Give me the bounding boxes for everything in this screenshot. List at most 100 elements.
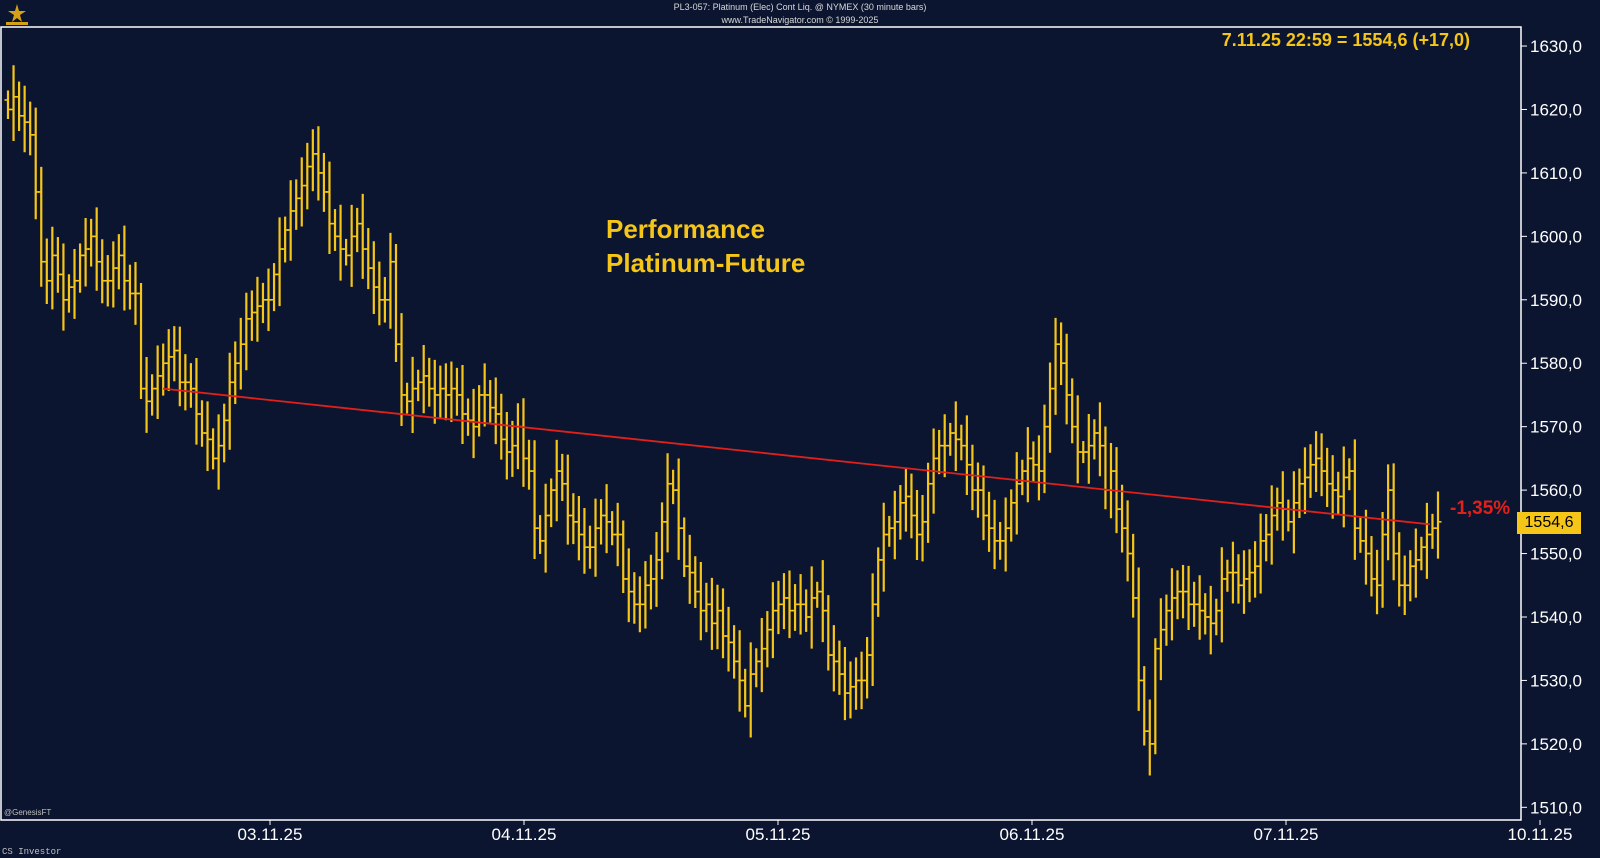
- price-bar: [320, 152, 328, 212]
- price-bar: [248, 290, 256, 341]
- price-bar: [1362, 509, 1370, 585]
- price-bar: [830, 625, 838, 692]
- price-readout: 7.11.25 22:59 = 1554,6 (+17,0): [1221, 30, 1470, 50]
- price-bar: [1185, 565, 1193, 631]
- price-bar: [697, 562, 705, 641]
- price-bar: [115, 234, 123, 290]
- price-bar: [98, 239, 106, 304]
- price-bar: [176, 326, 184, 407]
- price-bar: [442, 363, 450, 421]
- y-tick-label: 1550,0: [1530, 545, 1582, 564]
- price-bar: [331, 209, 339, 251]
- price-bar: [1240, 550, 1248, 614]
- price-bar: [314, 126, 322, 201]
- price-bar: [453, 367, 461, 416]
- price-bar: [1312, 431, 1320, 492]
- price-bar: [1096, 402, 1104, 477]
- price-bar: [1057, 322, 1065, 385]
- price-bar: [1063, 333, 1071, 425]
- price-bar: [1052, 317, 1060, 415]
- price-bar: [863, 637, 871, 699]
- price-bar: [220, 403, 228, 463]
- price-bar: [968, 444, 976, 511]
- price-bar: [1018, 459, 1026, 496]
- y-tick-label: 1590,0: [1530, 291, 1582, 310]
- price-bar: [1301, 447, 1309, 514]
- price-bar: [342, 238, 350, 266]
- price-bar: [597, 499, 605, 545]
- x-tick-label: 04.11.25: [492, 825, 557, 844]
- price-bar: [846, 661, 854, 719]
- trendline: [162, 387, 1431, 526]
- price-bar: [1101, 426, 1109, 510]
- price-bar: [87, 218, 95, 267]
- price-bar: [21, 85, 29, 153]
- price-bar: [780, 573, 788, 630]
- price-bar: [1390, 463, 1398, 581]
- ohlc-bars: [4, 65, 1442, 776]
- price-bar: [907, 473, 915, 539]
- price-bar: [1428, 513, 1436, 549]
- price-bar: [669, 469, 677, 505]
- y-tick-label: 1610,0: [1530, 164, 1582, 183]
- price-bar: [1356, 516, 1364, 553]
- price-bar: [1129, 533, 1137, 618]
- price-bar: [364, 228, 372, 290]
- price-bar: [1173, 570, 1181, 620]
- price-bar: [531, 440, 539, 559]
- price-bar: [409, 356, 417, 434]
- price-bar: [231, 341, 239, 405]
- price-bar: [458, 364, 466, 444]
- price-bar: [270, 263, 278, 312]
- price-bar: [1046, 362, 1054, 453]
- price-bar: [1262, 514, 1270, 562]
- y-tick-label: 1580,0: [1530, 354, 1582, 373]
- price-bar: [298, 157, 306, 227]
- price-bar: [486, 380, 494, 423]
- price-bar: [309, 129, 317, 192]
- price-bar: [824, 595, 832, 671]
- price-bar: [215, 414, 223, 490]
- price-bar: [819, 560, 827, 643]
- price-bar: [187, 363, 195, 408]
- price-bar: [1246, 549, 1254, 603]
- price-bar: [325, 161, 333, 254]
- price-bar: [603, 484, 611, 554]
- price-bar: [370, 241, 378, 314]
- price-bar: [464, 398, 472, 436]
- price-bar: [891, 490, 899, 560]
- price-bar: [120, 225, 128, 311]
- price-bar: [680, 517, 688, 577]
- price-bar: [414, 369, 422, 402]
- x-axis: 03.11.25 04.11.25 05.11.25 06.11.25 07.11.25…: [238, 820, 1572, 844]
- price-bar: [896, 485, 904, 540]
- price-bar: [1395, 532, 1403, 607]
- price-bar: [924, 462, 932, 543]
- y-tick-label: 1620,0: [1530, 100, 1582, 119]
- price-bar: [675, 458, 683, 560]
- price-bar: [348, 204, 356, 287]
- price-bar: [1151, 638, 1159, 755]
- price-bar: [569, 493, 577, 545]
- price-bar: [1090, 419, 1098, 460]
- price-bar: [813, 581, 821, 608]
- price-bar: [1207, 585, 1215, 655]
- price-bar: [242, 292, 250, 371]
- price-bar: [1135, 567, 1143, 711]
- price-bar: [725, 606, 733, 672]
- annotation-line-1: Performance: [606, 214, 765, 244]
- price-bar: [126, 264, 134, 310]
- price-bar: [558, 453, 566, 501]
- price-bar: [713, 584, 721, 650]
- price-bar: [1074, 395, 1082, 484]
- price-bar: [76, 243, 84, 293]
- chart-header-title: PL3-057: Platinum (Elec) Cont Liq. @ NYM…: [673, 2, 927, 12]
- price-bar: [536, 515, 544, 554]
- app-logo-icon: [6, 4, 28, 25]
- price-bar: [93, 207, 101, 291]
- price-bar: [398, 313, 406, 426]
- corner-mark: @GenesisFT: [4, 808, 52, 817]
- price-bar: [686, 534, 694, 604]
- price-bar: [37, 166, 45, 287]
- price-bar: [885, 515, 893, 547]
